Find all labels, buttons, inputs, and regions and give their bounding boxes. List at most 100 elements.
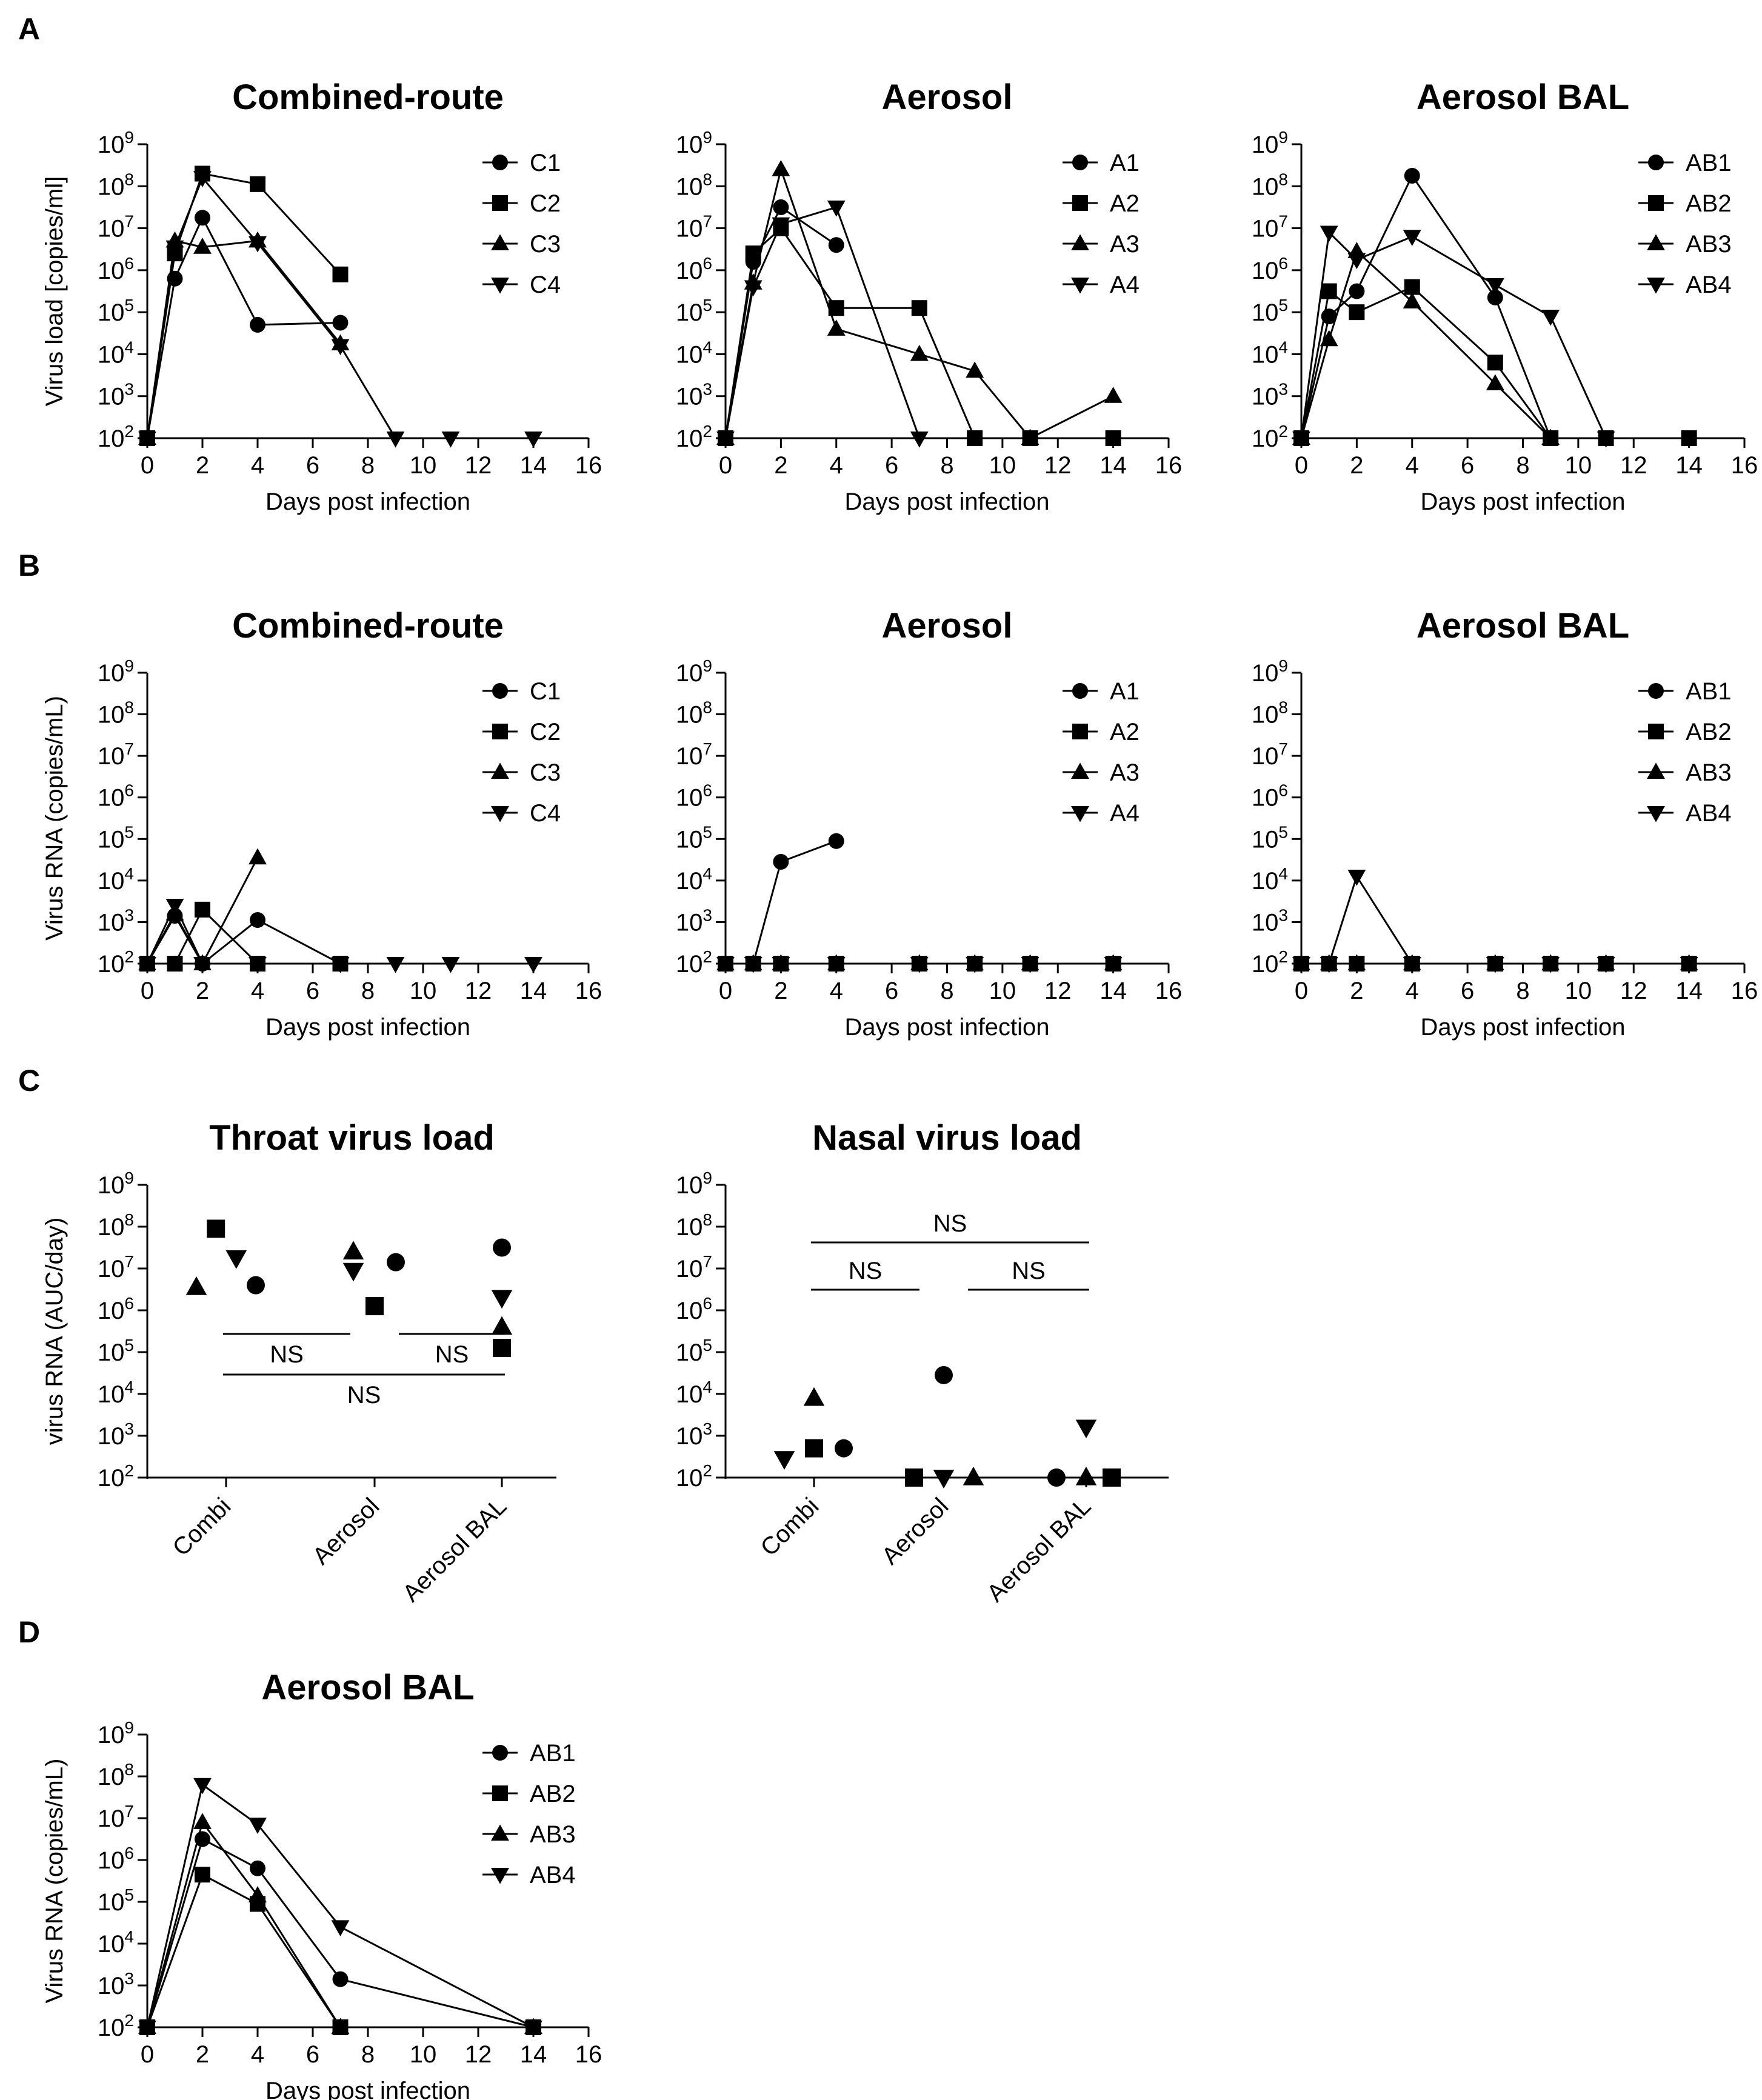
legend-label-ab3: AB3	[530, 1821, 576, 1848]
data-point-aerosol-bal	[493, 1238, 511, 1257]
y-tick-exponent: 6	[124, 254, 134, 273]
y-tick-label: 105	[98, 1336, 134, 1366]
legend-marker	[1071, 277, 1089, 294]
legend-label-ab4: AB4	[1686, 272, 1732, 298]
y-tick-label: 109	[676, 1168, 712, 1199]
legend-marker	[1071, 805, 1089, 822]
significance-label: NS	[849, 1258, 883, 1284]
x-tick-label: 16	[575, 2041, 602, 2068]
data-point-a3	[827, 319, 846, 336]
y-tick-exponent: 7	[124, 1252, 134, 1271]
data-point-c4	[331, 339, 350, 356]
data-point-c4	[165, 240, 184, 257]
y-tick-exponent: 9	[1278, 128, 1288, 147]
y-tick-exponent: 2	[124, 947, 134, 966]
y-tick-label: 103	[98, 1969, 134, 1999]
y-tick-exponent: 8	[124, 698, 134, 717]
x-tick-label: 16	[1731, 452, 1758, 479]
y-tick-exponent: 7	[702, 739, 712, 758]
x-tick-label: 12	[1044, 978, 1072, 1004]
series-line-c3	[146, 239, 341, 439]
y-tick-exponent: 5	[702, 296, 712, 315]
legend-label-c2: C2	[530, 719, 561, 745]
y-tick-label: 109	[676, 656, 712, 687]
data-point-c4	[249, 956, 267, 973]
y-tick-label: 103	[98, 1419, 134, 1450]
data-point-c4	[165, 898, 184, 915]
data-point-a4	[716, 431, 735, 448]
y-tick-label: 102	[98, 1461, 134, 1492]
data-point-ab4	[1347, 253, 1366, 270]
y-tick-exponent: 4	[702, 1378, 712, 1396]
y-tick-exponent: 7	[702, 212, 712, 231]
y-tick-label: 108	[676, 170, 712, 200]
significance-label: NS	[270, 1341, 304, 1368]
data-point-c2	[332, 266, 349, 282]
data-point-ab1	[250, 1860, 265, 1876]
series-line-c4	[146, 176, 533, 439]
legend-marker	[1647, 277, 1665, 294]
y-axis-label: Virus RNA (copies/mL)	[41, 696, 68, 941]
data-point-aerosol	[342, 1241, 364, 1260]
data-point-ab3	[1403, 292, 1421, 308]
series-line-c2	[146, 172, 341, 439]
legend-label-c1: C1	[530, 678, 561, 705]
x-category-label: Aerosol	[876, 1493, 953, 1570]
y-tick-label: 103	[676, 905, 712, 936]
x-tick-label: 10	[1565, 978, 1592, 1004]
y-tick-exponent: 6	[702, 1294, 712, 1313]
legend-marker	[1648, 724, 1664, 739]
data-point-a2	[828, 300, 844, 316]
y-tick-exponent: 6	[702, 254, 712, 273]
data-point-c4	[386, 431, 405, 448]
legend-marker	[491, 762, 509, 779]
y-tick-label: 104	[98, 1378, 134, 1408]
y-tick-exponent: 9	[124, 1168, 134, 1187]
x-tick-label: 4	[251, 452, 264, 479]
y-tick-label: 106	[98, 1844, 134, 1874]
y-tick-label: 102	[98, 2011, 134, 2041]
y-tick-exponent: 7	[1278, 212, 1288, 231]
data-point-a4	[910, 431, 929, 448]
y-tick-exponent: 6	[124, 781, 134, 800]
x-tick-label: 6	[885, 978, 898, 1004]
data-point-ab1	[1321, 308, 1337, 325]
x-tick-label: 0	[719, 452, 732, 479]
legend-label-ab1: AB1	[1686, 150, 1732, 176]
x-tick-label: 2	[774, 452, 787, 479]
legend-label-c4: C4	[530, 800, 561, 827]
chart-c1: 102 103 104 105 106 107 108 109 virus RNA (AUC/d…	[41, 1118, 556, 1607]
panel-letter-c: C	[18, 1064, 40, 1098]
y-tick-label: 108	[1252, 170, 1288, 200]
data-point-c4	[331, 956, 350, 973]
y-tick-label: 102	[98, 422, 134, 452]
data-point-a3	[910, 344, 929, 361]
y-tick-label: 102	[1252, 947, 1288, 978]
y-tick-exponent: 4	[702, 864, 712, 883]
data-point-aerosol-bal	[1103, 1468, 1121, 1487]
y-tick-exponent: 9	[124, 1718, 134, 1737]
y-tick-label: 106	[98, 1294, 134, 1324]
legend-label-c2: C2	[530, 190, 561, 217]
x-tick-label: 12	[1620, 452, 1647, 479]
y-tick-exponent: 8	[124, 170, 134, 188]
y-tick-label: 109	[98, 1168, 134, 1199]
data-point-c4	[193, 171, 212, 188]
y-axis-label: Virus load [copies/ml]	[41, 176, 68, 406]
y-tick-exponent: 9	[124, 656, 134, 675]
data-point-ab4	[1597, 431, 1615, 448]
legend-marker	[491, 1867, 509, 1884]
y-tick-label: 104	[1252, 338, 1288, 368]
x-tick-label: 0	[719, 978, 732, 1004]
chart-title: Combined-route	[232, 78, 504, 117]
data-point-ab4	[331, 1920, 350, 1936]
x-tick-label: 6	[306, 452, 319, 479]
y-tick-label: 108	[676, 698, 712, 728]
data-point-ab3	[1320, 330, 1338, 347]
y-tick-exponent: 7	[1278, 739, 1288, 758]
y-tick-exponent: 3	[702, 380, 712, 399]
data-point-ab4	[1597, 956, 1615, 973]
y-tick-label: 106	[98, 254, 134, 284]
y-tick-exponent: 5	[1278, 296, 1288, 315]
